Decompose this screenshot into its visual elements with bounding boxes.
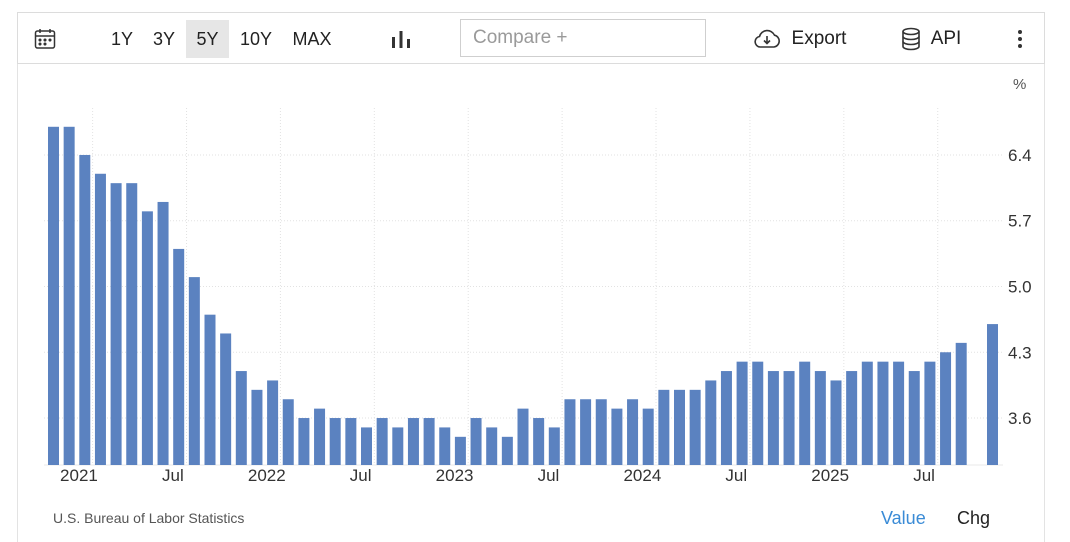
value-mode-toggle[interactable]: Value xyxy=(881,508,926,528)
calendar-icon[interactable] xyxy=(30,13,60,65)
database-icon xyxy=(901,27,920,51)
chg-mode-toggle[interactable]: Chg xyxy=(957,508,991,528)
cloud-download-icon xyxy=(753,29,780,48)
range-max-button[interactable]: MAX xyxy=(292,28,332,49)
range-1y-button[interactable]: 1Y xyxy=(110,28,134,49)
compare-input[interactable] xyxy=(460,19,706,57)
api-label: API xyxy=(930,28,962,49)
bar-chart-icon[interactable] xyxy=(388,13,414,65)
range-5y-button[interactable]: 5Y xyxy=(186,20,229,58)
range-10y-button[interactable]: 10Y xyxy=(239,28,273,49)
more-options-icon[interactable] xyxy=(1006,13,1034,65)
unit-label: % xyxy=(1013,76,1027,93)
chart-toolbar: 1Y 3Y 5Y 10Y MAX Export API xyxy=(17,12,1045,64)
source-label: U.S. Bureau of Labor Statistics xyxy=(53,510,245,526)
chart-frame xyxy=(17,12,1045,542)
export-label: Export xyxy=(791,28,847,49)
export-button[interactable]: Export xyxy=(746,13,852,65)
range-3y-button[interactable]: 3Y xyxy=(152,28,176,49)
api-button[interactable]: API xyxy=(894,13,968,65)
